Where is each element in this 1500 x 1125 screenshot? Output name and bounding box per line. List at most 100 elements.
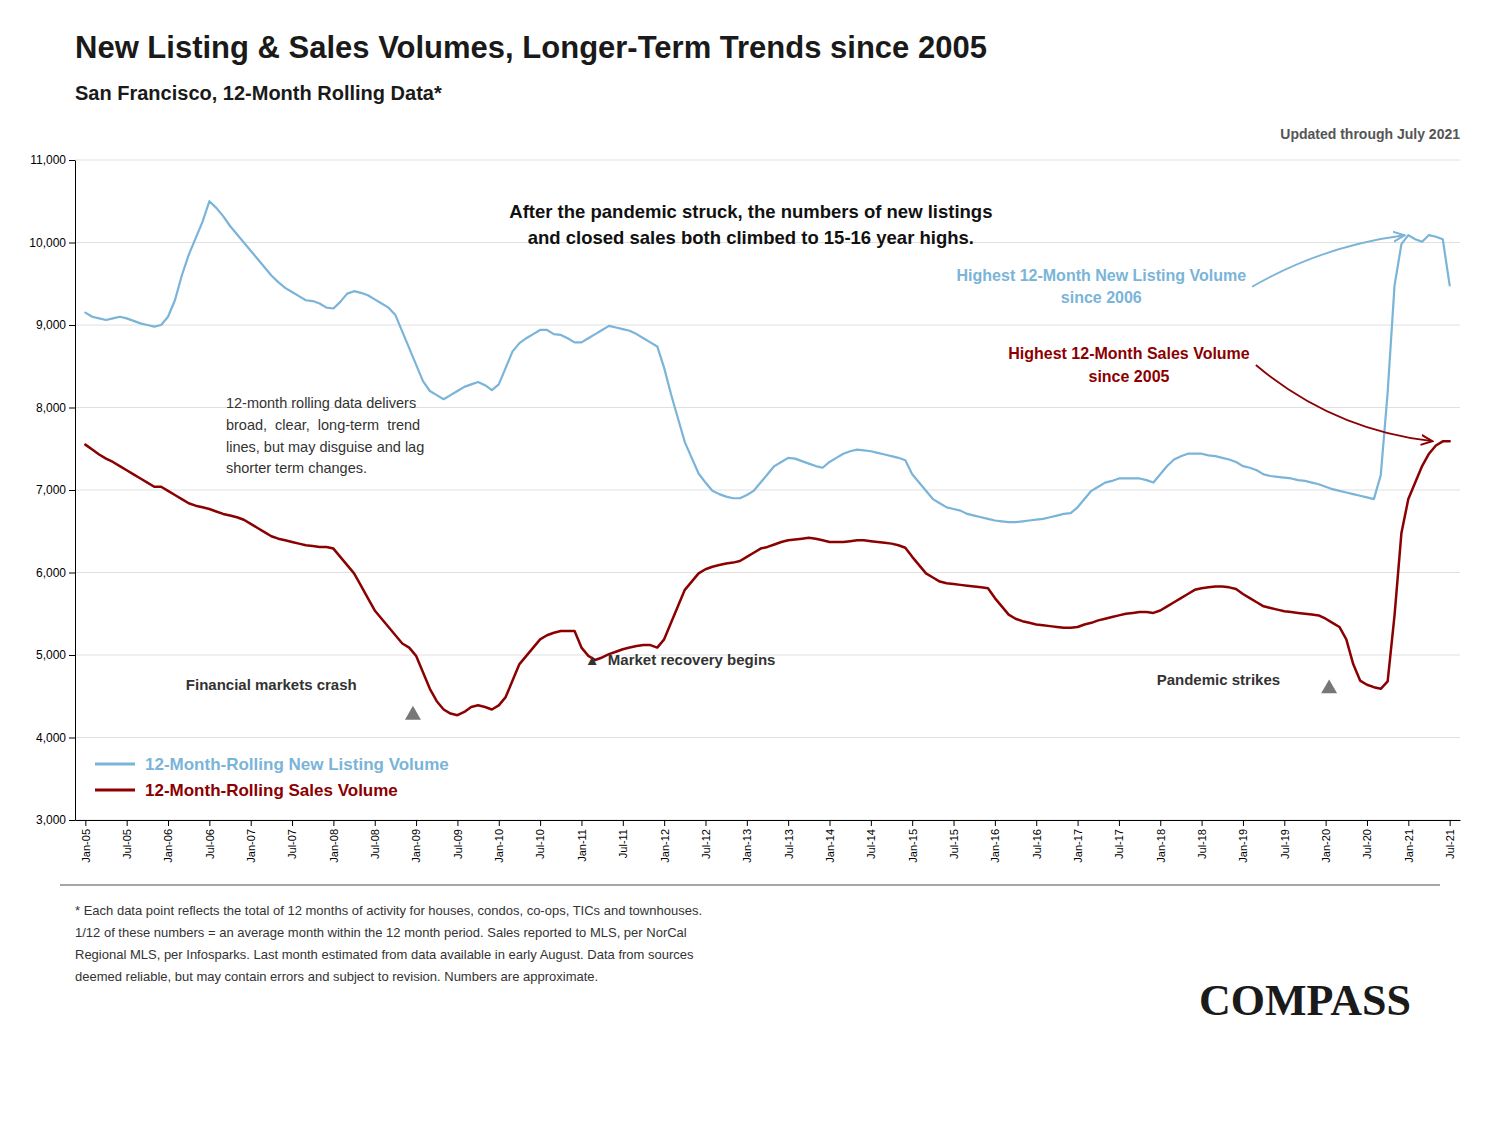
tick: Jul-11 <box>617 820 629 858</box>
annotation: Highest 12-Month New Listing Volumesince… <box>957 267 1247 306</box>
tick-mark <box>912 820 913 826</box>
annotation-line: shorter term changes. <box>226 460 367 476</box>
legend-label: 12-Month-Rolling Sales Volume <box>145 781 398 800</box>
tick-mark <box>747 820 748 826</box>
tick-label: Jul-13 <box>783 829 795 859</box>
line <box>85 441 1449 715</box>
tick-label: Jan-06 <box>162 829 174 863</box>
legend: 12-Month-Rolling New Listing Volume 12-Mo… <box>95 755 449 800</box>
tick-label: Jul-12 <box>700 829 712 859</box>
legend-swatch <box>95 763 135 766</box>
tick: Jul-08 <box>369 820 381 859</box>
tick: Jul-09 <box>452 820 464 859</box>
tick-label: Jan-17 <box>1072 829 1084 863</box>
tick-label: Jul-20 <box>1361 829 1373 859</box>
tick-label: Jan-05 <box>80 829 92 863</box>
tick-mark <box>69 655 75 656</box>
event-marker <box>405 706 421 720</box>
tick: 11,000 <box>30 153 75 167</box>
tick-mark <box>69 490 75 491</box>
annotation-line: broad, clear, long-term trend <box>226 417 420 433</box>
annotation: After the pandemic struck, the numbers o… <box>509 201 992 248</box>
tick: 10,000 <box>29 236 75 250</box>
tick-label: 11,000 <box>30 153 66 167</box>
tick: Jul-17 <box>1113 820 1125 859</box>
annotation-line: Financial markets crash <box>186 676 361 693</box>
tick-label: Jul-15 <box>948 829 960 859</box>
grid-line <box>75 737 1460 738</box>
annotation: Pandemic strikes <box>1157 671 1285 688</box>
tick-label: Jul-06 <box>204 829 216 859</box>
axis-line <box>76 820 1461 821</box>
tick-mark <box>1243 820 1244 826</box>
legend-item: 12-Month-Rolling New Listing Volume <box>95 755 449 774</box>
tick-mark <box>1326 820 1327 826</box>
tick-label: Jan-08 <box>328 829 340 863</box>
tick-label: Jul-05 <box>121 829 133 859</box>
annotations: After the pandemic struck, the numbers o… <box>186 201 1433 720</box>
tick-label: Jul-11 <box>617 829 629 858</box>
tick-label: 10,000 <box>29 236 66 250</box>
tick-label: Jan-19 <box>1237 829 1249 863</box>
tick: Jul-13 <box>783 820 795 859</box>
grid-line <box>75 572 1460 573</box>
tick-label: Jul-10 <box>534 829 546 859</box>
tick-mark <box>1284 820 1285 826</box>
annotation-line: ▲ Market recovery begins <box>585 651 776 668</box>
plot-area: 3,0004,0005,0006,0007,0008,0009,00010,00… <box>29 153 1460 862</box>
grid-line <box>75 325 1460 326</box>
tick: Jan-08 <box>328 820 340 863</box>
tick-mark <box>69 325 75 326</box>
tick-mark <box>623 820 624 826</box>
tick-label: Jan-10 <box>493 829 505 863</box>
annotation-line: and closed sales both climbed to 15-16 y… <box>528 227 974 248</box>
tick-mark <box>127 820 128 826</box>
legend-item: 12-Month-Rolling Sales Volume <box>95 781 398 800</box>
annotation-line: since 2005 <box>1089 368 1170 385</box>
tick-label: 3,000 <box>36 813 66 827</box>
tick-mark <box>1119 820 1120 826</box>
annotation-line: Highest 12-Month New Listing Volume <box>957 267 1247 284</box>
line <box>85 201 1449 522</box>
tick-mark <box>168 820 169 826</box>
tick: Jul-20 <box>1361 820 1373 859</box>
tick-mark <box>1160 820 1161 826</box>
tick-label: Jul-08 <box>369 829 381 859</box>
tick-label: Jan-16 <box>989 829 1001 863</box>
tick-mark <box>85 820 86 826</box>
grid <box>75 160 1460 820</box>
tick: Jul-14 <box>865 820 877 859</box>
annotation: 12-month rolling data deliversbroad, cle… <box>226 395 424 476</box>
tick-label: Jul-07 <box>286 829 298 859</box>
tick: 9,000 <box>36 318 75 332</box>
tick: Jul-12 <box>700 820 712 859</box>
series-group <box>85 201 1449 715</box>
tick-label: Jul-19 <box>1279 829 1291 859</box>
annotation-line: Highest 12-Month Sales Volume <box>1008 345 1250 362</box>
tick-label: 9,000 <box>36 318 66 332</box>
tick-label: Jul-18 <box>1196 829 1208 859</box>
tick-label: Jul-16 <box>1031 829 1043 859</box>
tick: Jul-19 <box>1279 820 1291 859</box>
annotation-line: lines, but may disguise and lag <box>226 439 424 455</box>
tick-mark <box>1408 820 1409 826</box>
tick: Jul-21 <box>1444 820 1456 859</box>
annotation: ▲ Market recovery begins <box>585 651 776 668</box>
footnote: * Each data point reflects the total of … <box>75 903 702 984</box>
x-axis: Jan-05Jul-05Jan-06Jul-06Jan-07Jul-07Jan-… <box>76 820 1461 863</box>
grid-line <box>75 490 1460 491</box>
tick-mark <box>871 820 872 826</box>
tick-mark <box>581 820 582 826</box>
tick: Jan-05 <box>80 820 92 863</box>
subtitle: San Francisco, 12-Month Rolling Data* <box>75 82 442 104</box>
tick-mark <box>788 820 789 826</box>
tick: Jan-13 <box>741 820 753 863</box>
title: New Listing & Sales Volumes, Longer-Term… <box>75 30 987 65</box>
grid-line <box>75 160 1460 161</box>
tick-mark <box>209 820 210 826</box>
tick: 5,000 <box>36 648 75 662</box>
updated-note: Updated through July 2021 <box>1280 126 1460 142</box>
tick-mark <box>1036 820 1037 826</box>
footnote-line: Regional MLS, per Infosparks. Last month… <box>75 947 694 962</box>
tick-label: Jan-18 <box>1155 829 1167 863</box>
